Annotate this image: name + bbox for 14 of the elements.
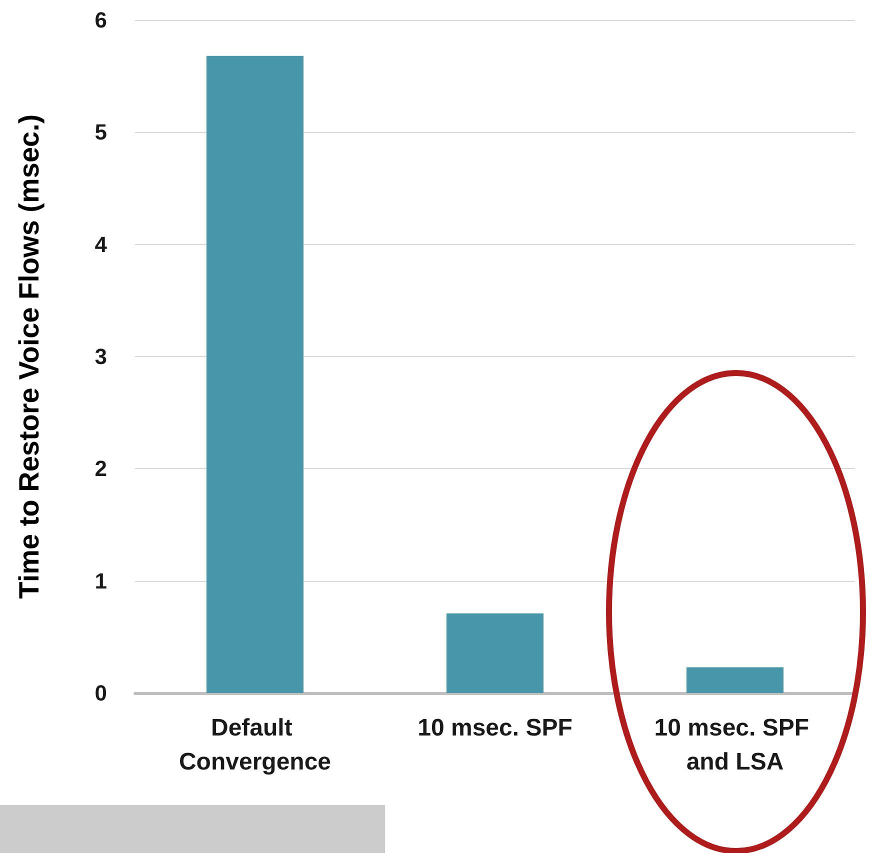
y-tick-label: 3 [94,344,107,369]
bar [446,613,544,693]
y-tick-label: 1 [94,568,107,594]
y-axis-title: Time to Restore Voice Flows (msec.) [14,114,44,599]
bar [206,56,304,693]
y-tick-label: 5 [94,120,107,145]
x-tick-label: 10 msec. SPF [418,714,572,742]
x-tick-label: Default Convergence [178,714,332,776]
x-tick-label: 10 msec. SPF and LSA [654,714,816,776]
y-tick-label: 6 [94,8,107,32]
bar [686,667,784,693]
y-tick-label: 4 [94,232,108,257]
y-tick-label: 2 [94,456,107,482]
y-tick-label: 0 [94,680,107,706]
